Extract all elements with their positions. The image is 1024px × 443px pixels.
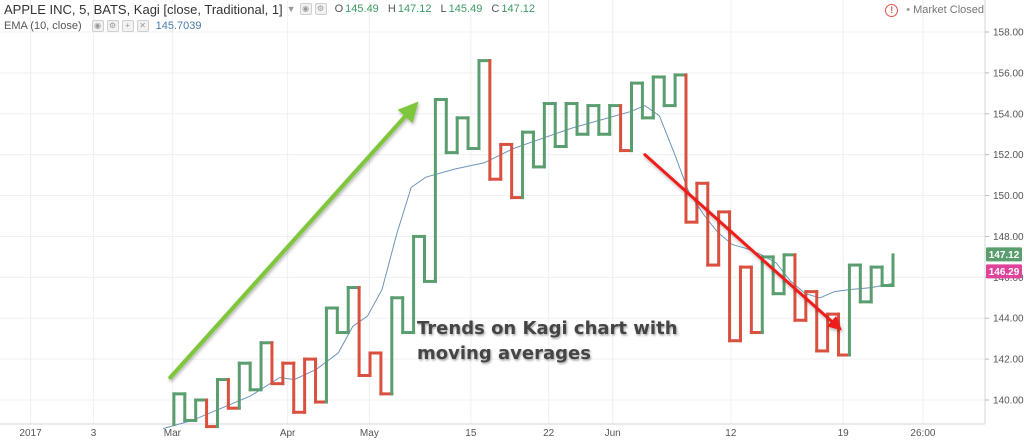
ema-series-line	[162, 105, 894, 430]
market-status[interactable]: ! • Market Closed	[885, 2, 984, 18]
kagi-series[interactable]	[172, 59, 895, 429]
y-tick-label: 158.00	[993, 28, 1024, 39]
x-tick-label: 15	[465, 428, 477, 438]
y-axis[interactable]: 140.00142.00144.00146.00148.00150.00152.…	[985, 28, 1024, 407]
ema-price-tag-bg	[986, 264, 1022, 279]
y-tick-label: 142.00	[993, 355, 1024, 366]
uptrend-arrow	[168, 101, 419, 380]
ema-price-tag: 146.29	[986, 264, 1022, 279]
low-value: 145.49	[448, 3, 483, 15]
settings-icon[interactable]: ⚙	[106, 20, 119, 32]
open-value: 145.49	[345, 3, 379, 15]
close-value: 147.12	[501, 3, 535, 15]
axis-frame	[0, 0, 986, 425]
series-legend[interactable]: APPLE INC, 5, BATS, Kagi [close, Traditi…	[4, 0, 541, 18]
y-tick-label: 154.00	[993, 109, 1024, 120]
y-tick-label: 156.00	[993, 68, 1024, 79]
eye-icon[interactable]: ◉	[91, 20, 104, 32]
annotation-line: moving averages	[417, 343, 591, 364]
x-tick-label: 3	[91, 428, 97, 438]
arrow-shaft	[168, 114, 408, 380]
market-status-text: Market Closed	[913, 4, 984, 16]
ema-legend[interactable]: EMA (10, close) ◉ ⚙ + ✕ 145.7039	[4, 17, 202, 35]
chevron-down-icon[interactable]: ▼	[286, 4, 296, 14]
ohlc-values: O 145.49 H 147.12 L 145.49 C 147.12	[335, 3, 541, 15]
downtrend-arrow	[643, 153, 842, 331]
eye-icon[interactable]: ◉	[299, 3, 312, 15]
ema-price-tag-label: 146.29	[989, 267, 1020, 278]
last-price-tag: 147.12	[986, 247, 1022, 262]
high-value: 147.12	[397, 3, 432, 15]
high-label: H	[387, 3, 396, 15]
status-dot: •	[906, 4, 911, 16]
ema-value: 145.7039	[155, 20, 202, 32]
x-tick-label: 19	[838, 428, 850, 438]
ema-line	[162, 105, 894, 430]
arrow-head	[397, 101, 419, 124]
y-tick-label: 148.00	[993, 232, 1024, 243]
last-price-tag-bg	[986, 247, 1022, 262]
low-label: L	[440, 3, 447, 15]
plus-icon[interactable]: +	[121, 20, 134, 32]
y-tick-label: 152.00	[993, 150, 1024, 161]
arrow-head	[826, 315, 842, 331]
price-tags: 147.12 146.29	[986, 247, 1022, 279]
ema-title[interactable]: EMA (10, close)	[4, 20, 82, 32]
exclamation-circle-icon[interactable]: !	[885, 3, 899, 17]
grid-lines	[0, 0, 985, 424]
close-icon[interactable]: ✕	[136, 20, 149, 32]
x-tick-label: Mar	[164, 428, 182, 438]
arrow-shaft	[643, 153, 833, 323]
x-tick-label: 22	[543, 428, 555, 438]
trend-arrows	[168, 101, 842, 380]
y-tick-label: 140.00	[993, 396, 1024, 407]
x-tick-label: 2017	[19, 428, 42, 438]
x-axis[interactable]: 2017 3 Mar Apr May 15 22 Jun 12 19 26:00	[19, 428, 935, 439]
symbol-title[interactable]: APPLE INC, 5, BATS, Kagi [close, Traditi…	[4, 1, 283, 17]
x-tick-label: May	[360, 428, 379, 438]
x-tick-label: 12	[725, 428, 737, 438]
close-label: C	[491, 3, 500, 15]
x-tick-label: Apr	[280, 428, 296, 438]
annotation: Trends on Kagi chart with moving averages	[417, 318, 678, 364]
y-tick-label: 144.00	[993, 314, 1024, 325]
y-tick-label: 150.00	[993, 191, 1024, 202]
x-tick-label: 26:00	[910, 428, 935, 438]
open-label: O	[334, 3, 344, 15]
x-tick-label: Jun	[605, 428, 621, 438]
annotation-line: Trends on Kagi chart with	[417, 318, 678, 339]
last-price-tag-label: 147.12	[989, 250, 1020, 261]
settings-icon[interactable]: ⚙	[314, 3, 327, 15]
